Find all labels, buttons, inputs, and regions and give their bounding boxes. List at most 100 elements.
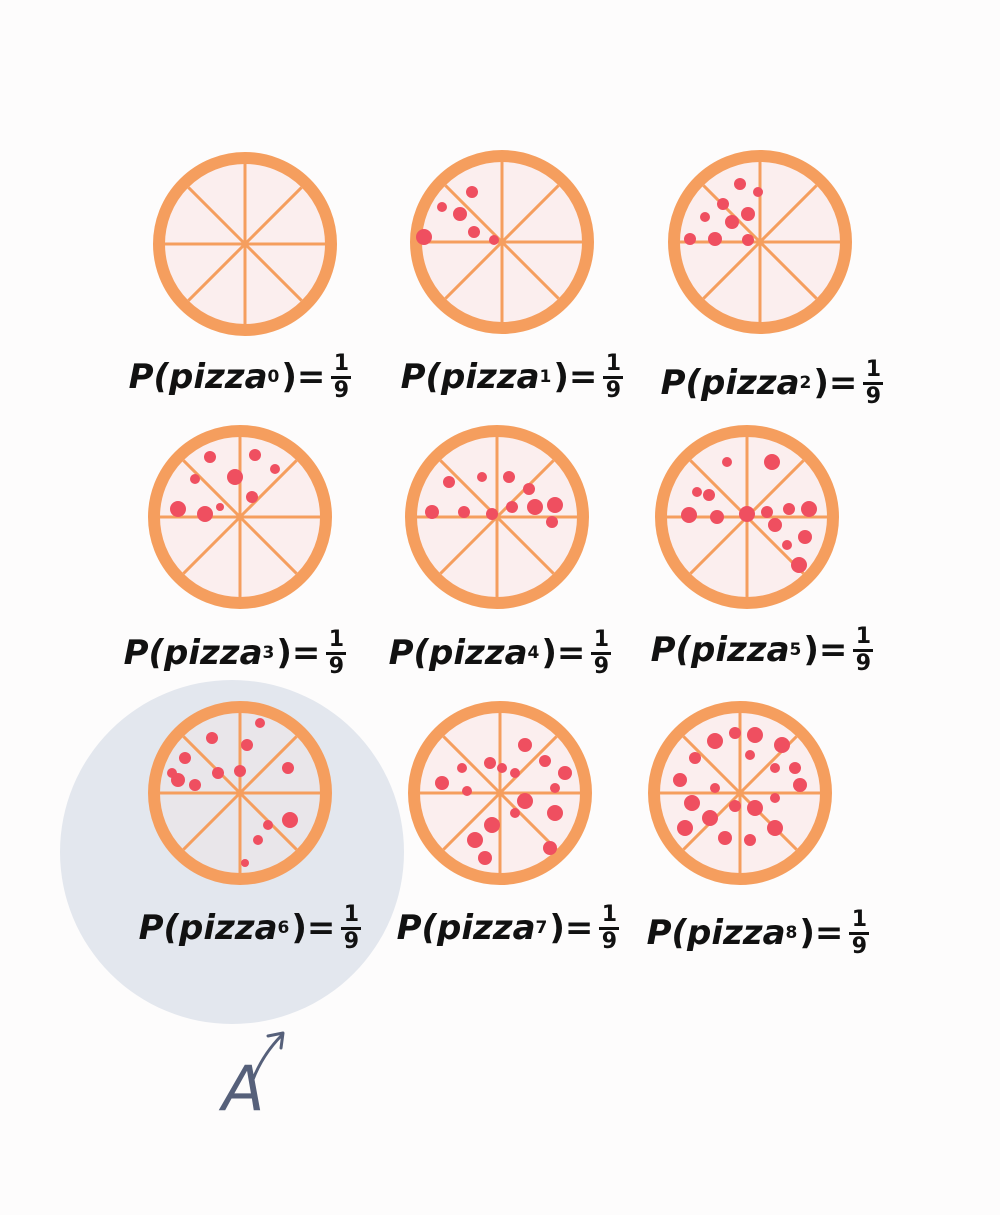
pepperoni [734, 178, 746, 190]
pepperoni [518, 738, 532, 752]
label-equals: )= [799, 913, 844, 953]
fraction-denominator: 9 [851, 933, 868, 959]
probability-label: P(pizza 1)= 1 9 [392, 342, 632, 412]
fraction-numerator: 1 [865, 356, 882, 382]
pepperoni [707, 733, 723, 749]
fraction-numerator: 1 [605, 350, 622, 376]
fraction-denominator: 9 [865, 383, 882, 409]
probability-label: P(pizza 3)= 1 9 [115, 618, 355, 688]
pepperoni [710, 783, 720, 793]
probability-label: P(pizza 5)= 1 9 [642, 615, 882, 685]
fraction-bar [603, 375, 624, 379]
fraction-bar [853, 648, 874, 652]
pepperoni [747, 800, 763, 816]
pepperoni [764, 454, 780, 470]
pepperoni [253, 835, 263, 845]
pepperoni [543, 841, 557, 855]
fraction-denominator: 9 [605, 377, 622, 403]
pepperoni [486, 508, 498, 520]
slice-line [238, 735, 298, 795]
pepperoni [745, 750, 755, 760]
pepperoni [466, 186, 478, 198]
slice-line [182, 459, 242, 519]
label-prefix: P(pizza [646, 913, 786, 953]
pepperoni [547, 497, 563, 513]
slice-line [495, 515, 555, 575]
slice-line [498, 791, 558, 851]
event-a-label: A [222, 1052, 265, 1125]
pepperoni [725, 215, 739, 229]
pepperoni [468, 226, 480, 238]
fraction-bar [326, 651, 347, 655]
pepperoni [212, 767, 224, 779]
pepperoni [234, 765, 246, 777]
pepperoni [467, 832, 483, 848]
slice-line [187, 242, 247, 302]
pepperoni [246, 491, 258, 503]
pepperoni [170, 501, 186, 517]
pepperoni [708, 232, 722, 246]
label-equals: )= [541, 633, 586, 673]
slice-line [758, 240, 818, 300]
pepperoni [681, 507, 697, 523]
slice-line [689, 515, 749, 575]
slice-line [702, 240, 762, 300]
pepperoni [547, 805, 563, 821]
slice-line [500, 184, 560, 244]
pepperoni [255, 718, 265, 728]
pepperoni [539, 755, 551, 767]
pepperoni [744, 834, 756, 846]
label-subscript: 3 [262, 643, 275, 663]
probability-label: P(pizza 6)= 1 9 [130, 893, 370, 963]
pepperoni [770, 793, 780, 803]
pepperoni [742, 234, 754, 246]
label-prefix: P(pizza [128, 357, 268, 397]
arrow-head [266, 1031, 285, 1050]
fraction-numerator: 1 [601, 901, 618, 927]
slice-line [439, 459, 499, 519]
fraction-bar [591, 651, 612, 655]
pepperoni [684, 795, 700, 811]
fraction-numerator: 1 [343, 901, 360, 927]
slice-line [444, 184, 504, 244]
pepperoni [783, 503, 795, 515]
label-prefix: P(pizza [396, 908, 536, 948]
pepperoni [484, 817, 500, 833]
slice-line [689, 459, 749, 519]
fraction-numerator: 1 [328, 626, 345, 652]
pepperoni [767, 820, 783, 836]
label-subscript: 8 [785, 923, 798, 943]
label-equals: )= [813, 363, 858, 403]
slice-line [702, 184, 762, 244]
probability-label: P(pizza 0)= 1 9 [120, 342, 360, 412]
pepperoni [435, 776, 449, 790]
pepperoni [241, 739, 253, 751]
curved-arrow-icon [250, 1033, 284, 1084]
slice-line [182, 515, 242, 575]
label-equals: )= [549, 908, 594, 948]
pepperoni [791, 557, 807, 573]
pepperoni [477, 472, 487, 482]
pepperoni [241, 859, 249, 867]
pepperoni [204, 451, 216, 463]
fraction-bar [331, 375, 352, 379]
pepperoni [717, 198, 729, 210]
fraction-numerator: 1 [593, 626, 610, 652]
pepperoni [425, 505, 439, 519]
label-equals: )= [276, 633, 321, 673]
pepperoni [702, 810, 718, 826]
pepperoni [801, 501, 817, 517]
label-subscript: 1 [539, 367, 552, 387]
pepperoni [782, 540, 792, 550]
pepperoni [270, 464, 280, 474]
label-prefix: P(pizza [650, 630, 790, 670]
label-prefix: P(pizza [660, 363, 800, 403]
fraction-bar [341, 926, 362, 930]
pepperoni [453, 207, 467, 221]
